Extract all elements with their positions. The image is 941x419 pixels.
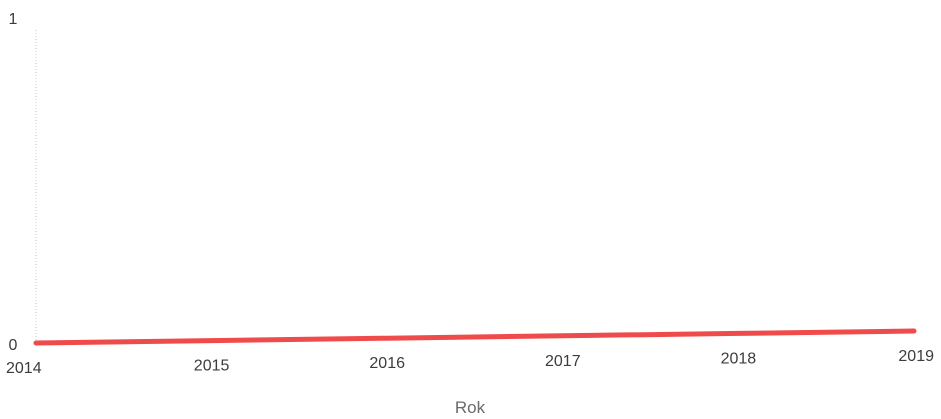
x-tick-label: 2016 [369, 355, 405, 372]
x-tick-label: 2015 [194, 358, 230, 375]
y-tick-label: 1 [9, 11, 18, 28]
x-tick-label: 2017 [545, 353, 581, 370]
y-tick-label: 0 [9, 337, 18, 354]
y-axis-ticks: 01 [9, 11, 18, 354]
series-layer [33, 328, 917, 346]
x-axis-ticks: 2014 2015 2016 2017 2018 2019 [6, 348, 934, 377]
series-line [33, 328, 917, 346]
x-tick-label: 2018 [721, 350, 757, 367]
x-tick-label: 2019 [898, 348, 934, 365]
x-tick-label: 2014 [6, 360, 42, 377]
x-axis-title: Rok [455, 398, 486, 417]
